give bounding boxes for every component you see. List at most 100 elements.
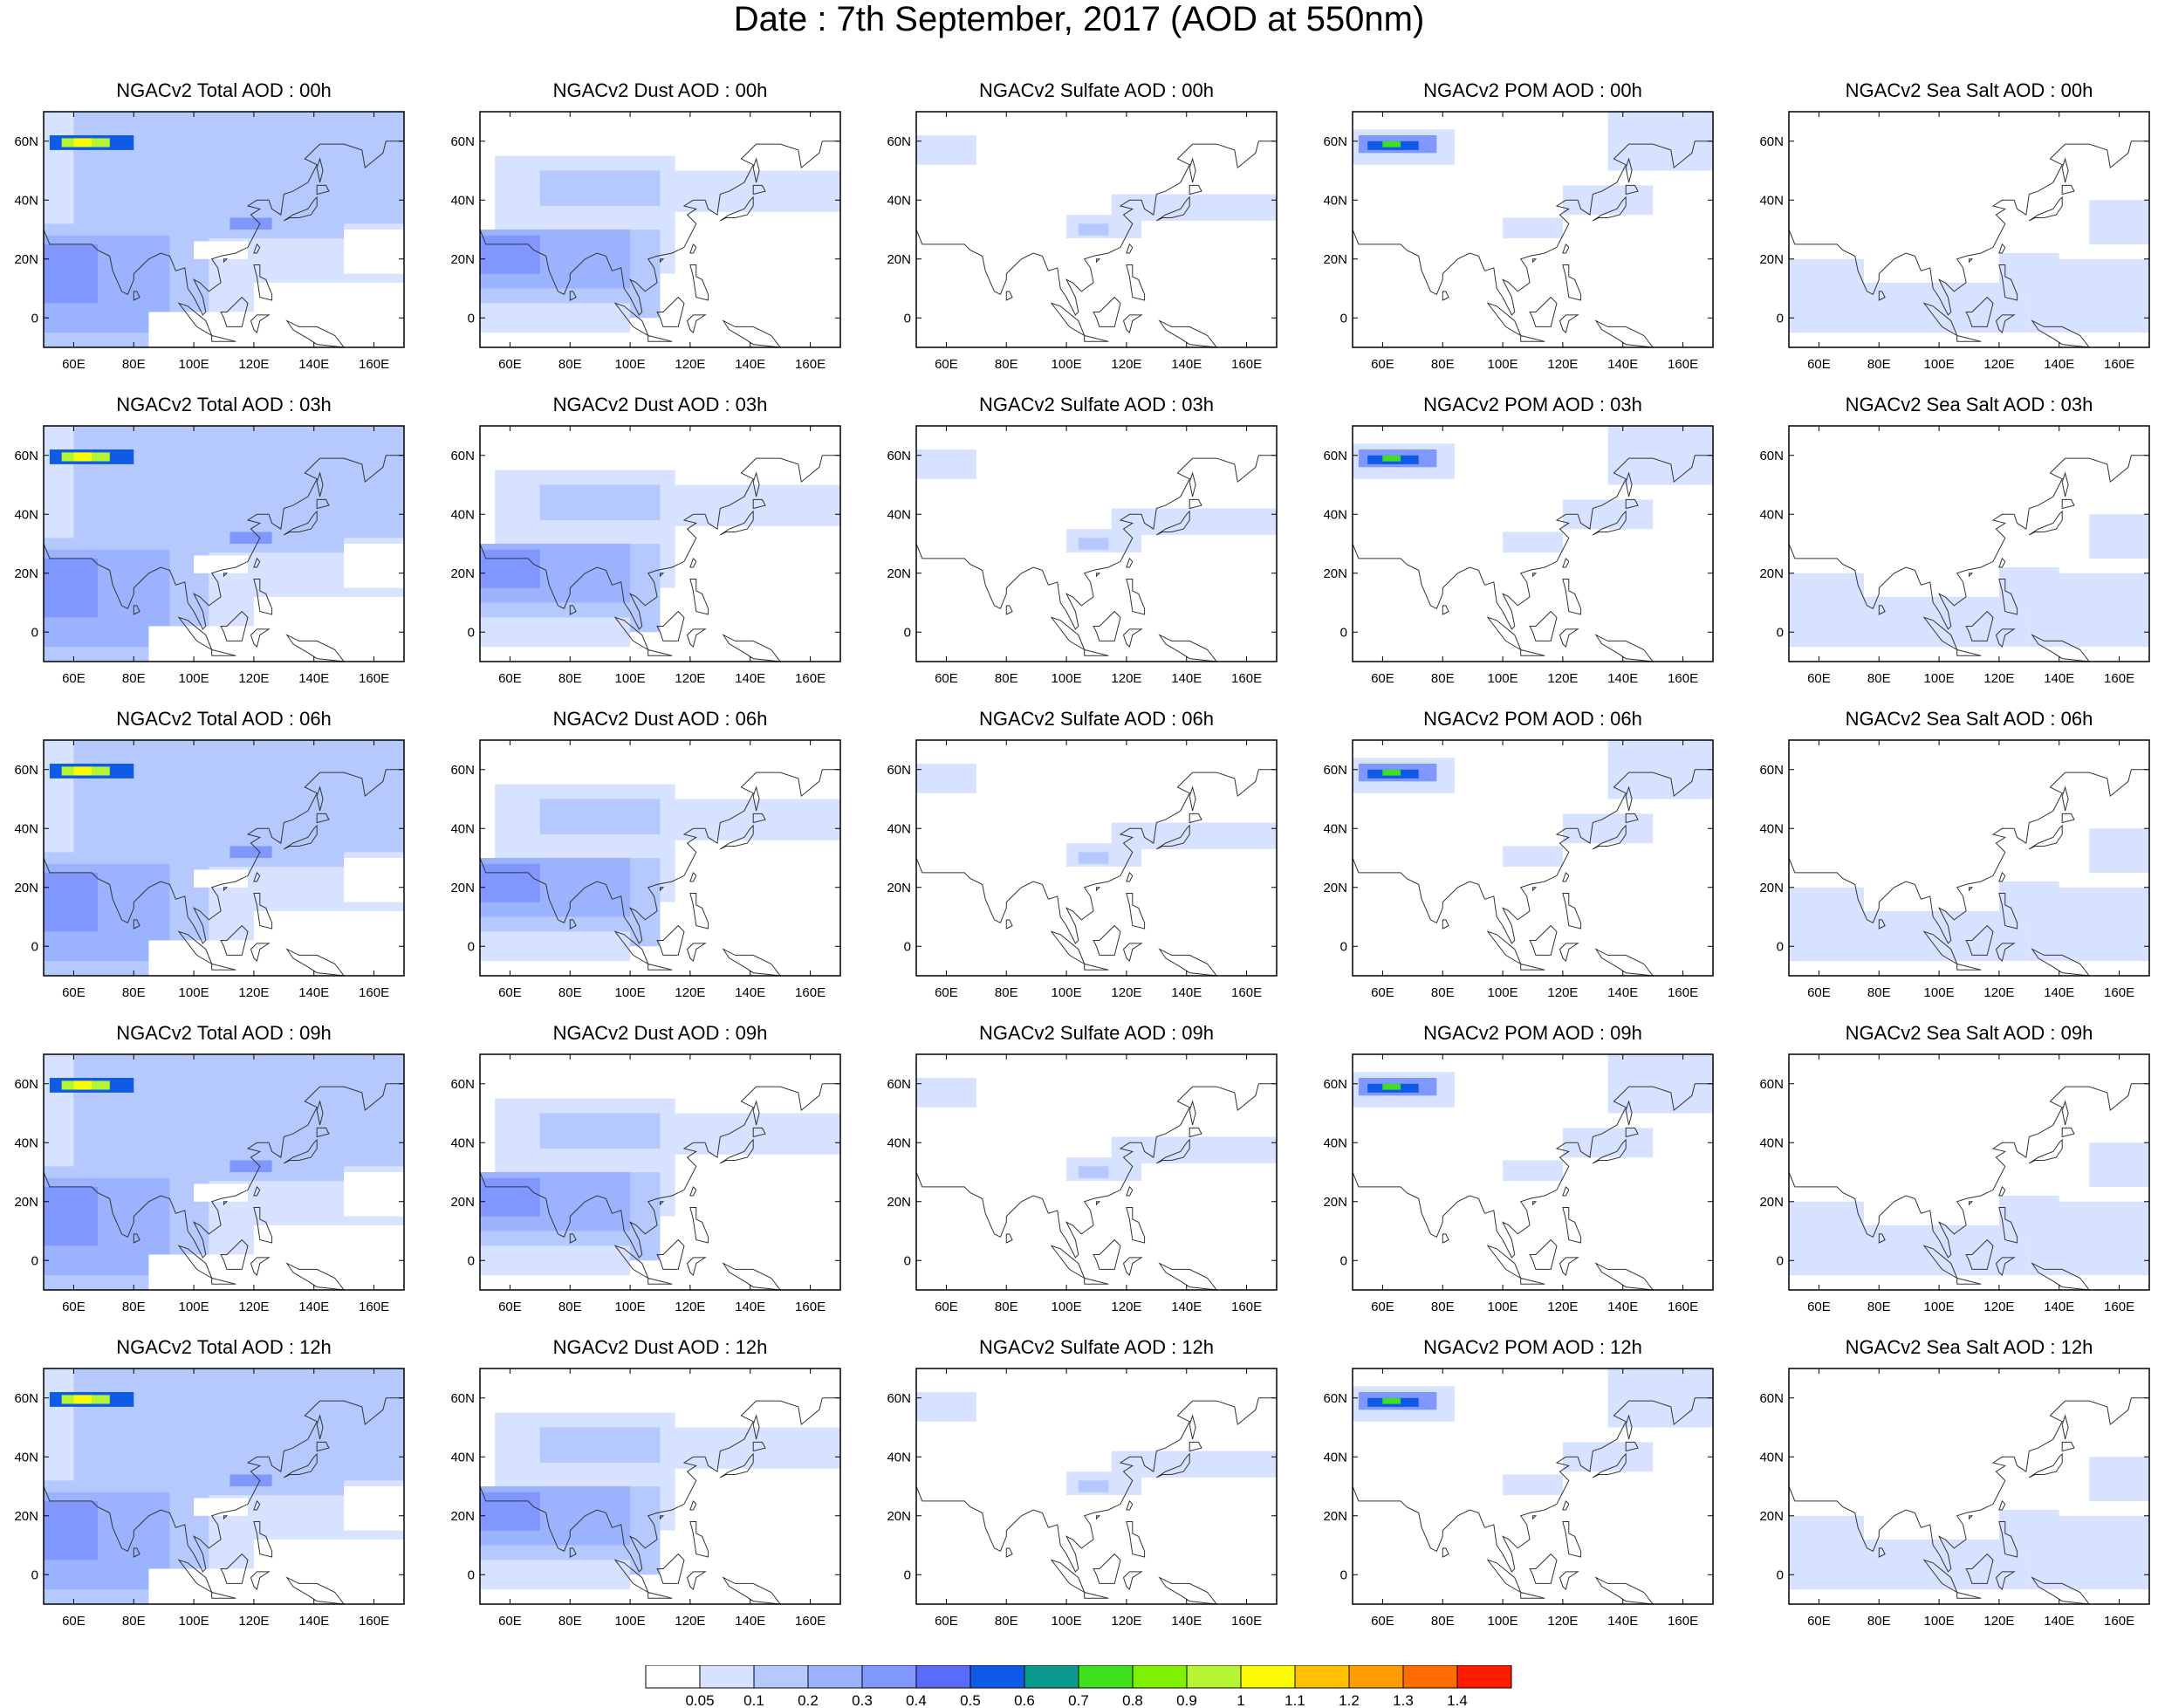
x-tick-label: 120E <box>238 671 269 686</box>
colorbar-swatch <box>753 1665 809 1689</box>
map-frame <box>1352 1368 1714 1605</box>
aod-region <box>344 544 404 588</box>
aerosol-field <box>480 1412 840 1590</box>
coastline-outline <box>689 557 697 568</box>
x-tick-label: 100E <box>1052 671 1082 686</box>
aod-region <box>230 846 272 858</box>
x-tick-label: 160E <box>1668 671 1698 686</box>
y-tick-label: 20N <box>887 1509 911 1524</box>
aod-region <box>1998 333 2149 347</box>
x-tick-label: 120E <box>1547 1614 1578 1629</box>
coastline-outline <box>1559 314 1579 334</box>
coastline-outline <box>1878 919 1886 929</box>
coastline-outline <box>253 243 261 254</box>
coastline-outline <box>133 919 140 929</box>
coastline-outline <box>1093 296 1121 327</box>
coastline-outline <box>1956 334 1982 342</box>
coastline-outline <box>284 195 318 222</box>
coastline-outline <box>250 1571 271 1591</box>
y-tick-label: 60N <box>887 449 911 463</box>
coastline-outline <box>220 610 249 641</box>
aod-region <box>480 863 540 902</box>
y-tick-label: 20N <box>14 252 38 267</box>
coastline-outline <box>316 157 324 183</box>
y-tick-label: 40N <box>1759 821 1784 836</box>
y-tick-label: 20N <box>450 881 475 895</box>
y-tick-label: 0 <box>468 625 475 640</box>
x-tick-label: 80E <box>995 985 1018 1000</box>
x-tick-label: 120E <box>1983 357 2014 372</box>
map-plot: 60E 80E 100E 120E 140E 160E 60N 40N 20N 0 <box>14 1053 405 1314</box>
panel-title: NGACv2 Sulfate AOD : 06h <box>978 708 1215 730</box>
map-frame <box>43 1053 405 1291</box>
aod-region <box>194 1183 248 1202</box>
aod-region <box>660 170 840 212</box>
y-tick-label: 0 <box>1340 939 1347 954</box>
coastline-outline <box>1593 1452 1627 1478</box>
coastline-outline <box>1594 634 1654 662</box>
coastlines <box>1353 426 1713 662</box>
map-plot: 60E 80E 100E 120E 140E 160E 60N 40N 20N 0 <box>1323 1368 1714 1629</box>
aod-region <box>73 138 92 147</box>
aod-region <box>660 1427 840 1469</box>
aod-region <box>480 1492 540 1531</box>
coastline-outline <box>1353 1368 1713 1573</box>
coastline-outline <box>1005 1233 1013 1244</box>
coastline-outline <box>285 1262 345 1290</box>
map-frame <box>1352 111 1714 348</box>
y-tick-label: 40N <box>1323 193 1347 208</box>
coastline-outline <box>2031 1576 2090 1604</box>
coastline-outline <box>1158 1576 1217 1604</box>
map-panel-seasalt-row2: NGACv2 Sea Salt AOD : 06h 60E 80E 100E 120E 1… <box>1750 709 2158 1005</box>
y-tick-label: 0 <box>1340 1567 1347 1582</box>
coastline-outline <box>1084 334 1109 342</box>
coastline-outline <box>1442 605 1449 615</box>
coastline-outline <box>1789 1368 2149 1573</box>
x-tick-label: 140E <box>2044 985 2074 1000</box>
aod-region <box>1078 852 1109 864</box>
aod-region <box>1111 194 1277 221</box>
aod-region <box>480 1177 540 1217</box>
coastline-outline <box>1156 824 1190 850</box>
coastline-outline <box>1158 1262 1217 1290</box>
colorbar-label: 1.2 <box>1339 1692 1360 1708</box>
aod-region <box>480 1560 631 1590</box>
coastline-outline <box>656 1553 685 1584</box>
aod-region <box>480 549 540 588</box>
coastline-outline <box>1156 1452 1190 1478</box>
y-tick-label: 60N <box>450 134 475 149</box>
y-tick-label: 20N <box>1323 1509 1347 1524</box>
coastline-outline <box>1189 813 1202 824</box>
map-panel-sulfate-row1: NGACv2 Sulfate AOD : 03h 60E 80E 100E 120E 14… <box>877 394 1316 691</box>
coastline-outline <box>720 1138 754 1164</box>
coastline-outline <box>916 740 1277 944</box>
coastline-outline <box>220 296 249 327</box>
y-tick-label: 20N <box>14 1509 38 1524</box>
map-plot: 60E 80E 100E 120E 140E 160E 60N 40N 20N 0 <box>887 739 1278 1000</box>
coastline-outline <box>177 1245 213 1279</box>
y-tick-label: 20N <box>1759 881 1784 895</box>
colorbar-swatch <box>1240 1665 1296 1689</box>
panel-title: NGACv2 Dust AOD : 12h <box>552 1336 768 1358</box>
coastline-outline <box>177 616 213 651</box>
coastline-outline <box>285 1576 345 1604</box>
coastline-outline <box>1189 1127 1202 1138</box>
coastline-outline <box>647 1277 673 1285</box>
coastline-outline <box>284 510 318 536</box>
coastline-outline <box>1189 1414 1196 1440</box>
coastline-outline <box>1956 1277 1982 1285</box>
coastline-outline <box>1122 943 1143 963</box>
coastline-outline <box>480 1054 840 1259</box>
x-tick-label: 80E <box>1431 985 1455 1000</box>
coastline-outline <box>223 1515 229 1520</box>
coastline-outline <box>1789 112 2149 316</box>
coastline-outline <box>1126 1207 1146 1244</box>
coastline-outline <box>722 948 781 976</box>
y-tick-label: 60N <box>450 1391 475 1406</box>
coastline-outline <box>1093 1553 1121 1584</box>
x-tick-label: 80E <box>995 1300 1018 1314</box>
x-tick-label: 100E <box>179 671 209 686</box>
aod-region <box>480 1245 631 1276</box>
coastlines <box>44 112 404 347</box>
aerosol-field <box>1353 426 1713 553</box>
